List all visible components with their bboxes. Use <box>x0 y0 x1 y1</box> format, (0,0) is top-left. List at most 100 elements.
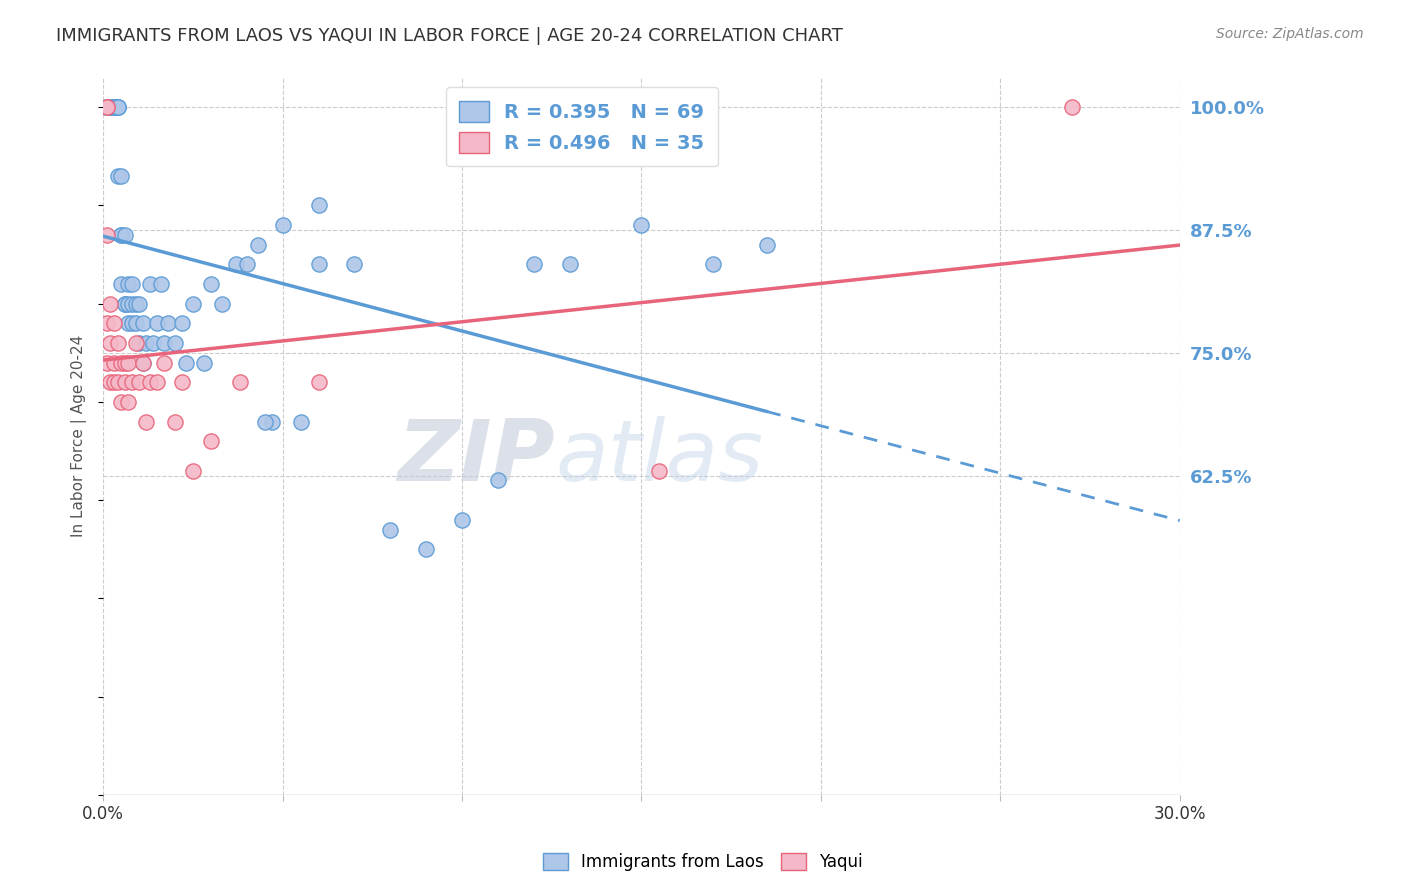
Point <box>142 335 165 350</box>
Point <box>100 100 122 114</box>
Point <box>135 335 157 350</box>
Point <box>271 218 294 232</box>
Point <box>163 415 186 429</box>
Point <box>193 355 215 369</box>
Point <box>103 100 125 114</box>
Point <box>110 394 132 409</box>
Point <box>107 100 129 114</box>
Point <box>200 277 222 291</box>
Point <box>451 513 474 527</box>
Point <box>117 355 139 369</box>
Point <box>124 316 146 330</box>
Point <box>96 100 118 114</box>
Point <box>117 277 139 291</box>
Point <box>290 415 312 429</box>
Point <box>121 375 143 389</box>
Point <box>131 355 153 369</box>
Point <box>380 523 402 537</box>
Point <box>96 100 118 114</box>
Point <box>114 375 136 389</box>
Point <box>96 100 118 114</box>
Point <box>174 355 197 369</box>
Point <box>96 100 118 114</box>
Point <box>114 227 136 242</box>
Legend: R = 0.395   N = 69, R = 0.496   N = 35: R = 0.395 N = 69, R = 0.496 N = 35 <box>446 87 718 167</box>
Text: Source: ZipAtlas.com: Source: ZipAtlas.com <box>1216 27 1364 41</box>
Text: atlas: atlas <box>555 417 763 500</box>
Point <box>107 375 129 389</box>
Point <box>96 355 118 369</box>
Point <box>110 227 132 242</box>
Point <box>103 100 125 114</box>
Point <box>96 227 118 242</box>
Point <box>235 257 257 271</box>
Point <box>163 335 186 350</box>
Point <box>124 335 146 350</box>
Point <box>308 375 330 389</box>
Point <box>103 100 125 114</box>
Point <box>117 296 139 310</box>
Point <box>96 100 118 114</box>
Point <box>114 296 136 310</box>
Point <box>156 316 179 330</box>
Point <box>103 355 125 369</box>
Point <box>181 296 204 310</box>
Point <box>128 296 150 310</box>
Point <box>486 474 509 488</box>
Point <box>139 277 162 291</box>
Point <box>110 169 132 183</box>
Point <box>153 335 176 350</box>
Point <box>114 296 136 310</box>
Point <box>131 355 153 369</box>
Point <box>110 277 132 291</box>
Point <box>200 434 222 449</box>
Point <box>260 415 283 429</box>
Point <box>107 100 129 114</box>
Point <box>181 464 204 478</box>
Point <box>1062 100 1084 114</box>
Point <box>630 218 652 232</box>
Point <box>100 335 122 350</box>
Point <box>146 316 169 330</box>
Point <box>153 355 176 369</box>
Text: ZIP: ZIP <box>398 417 555 500</box>
Point <box>103 100 125 114</box>
Point <box>308 257 330 271</box>
Point <box>107 335 129 350</box>
Point <box>107 100 129 114</box>
Point <box>523 257 546 271</box>
Point <box>121 296 143 310</box>
Point <box>228 375 250 389</box>
Point <box>96 316 118 330</box>
Point <box>110 227 132 242</box>
Point <box>756 237 779 252</box>
Point <box>128 375 150 389</box>
Point <box>128 335 150 350</box>
Point <box>103 375 125 389</box>
Text: IMMIGRANTS FROM LAOS VS YAQUI IN LABOR FORCE | AGE 20-24 CORRELATION CHART: IMMIGRANTS FROM LAOS VS YAQUI IN LABOR F… <box>56 27 844 45</box>
Point <box>103 100 125 114</box>
Point <box>415 542 437 557</box>
Point <box>246 237 269 252</box>
Point <box>146 375 169 389</box>
Point <box>110 355 132 369</box>
Point <box>149 277 172 291</box>
Point <box>308 198 330 212</box>
Point <box>139 375 162 389</box>
Point <box>253 415 276 429</box>
Point <box>117 316 139 330</box>
Legend: Immigrants from Laos, Yaqui: Immigrants from Laos, Yaqui <box>534 845 872 880</box>
Point <box>172 316 194 330</box>
Point <box>103 316 125 330</box>
Point <box>100 375 122 389</box>
Point <box>100 296 122 310</box>
Point <box>702 257 724 271</box>
Point <box>172 375 194 389</box>
Point <box>100 100 122 114</box>
Point <box>121 277 143 291</box>
Point <box>114 355 136 369</box>
Point <box>121 316 143 330</box>
Point <box>100 100 122 114</box>
Point <box>343 257 366 271</box>
Point <box>558 257 581 271</box>
